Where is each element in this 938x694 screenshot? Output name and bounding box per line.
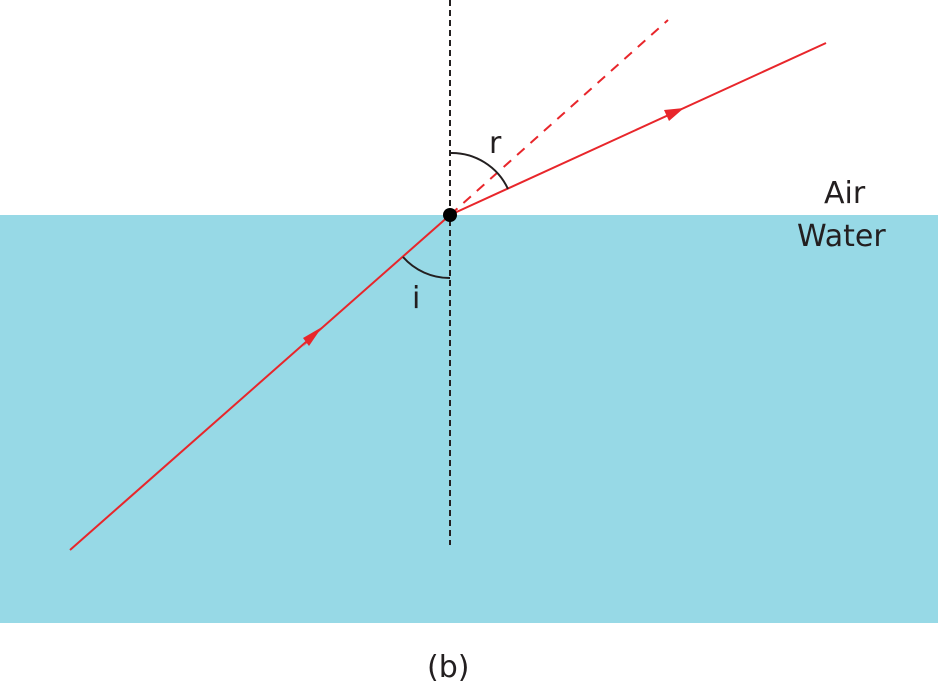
incidence-angle-label: i — [412, 281, 421, 316]
water-region — [0, 215, 938, 623]
point-of-incidence — [443, 208, 457, 222]
refracted-ray — [449, 42, 827, 216]
air-label: Air — [824, 176, 866, 211]
water-label: Water — [797, 219, 886, 254]
incident-arrowhead-icon — [303, 327, 322, 346]
refraction-angle-arc — [449, 151, 509, 190]
figure-caption: (b) — [427, 650, 470, 685]
refraction-angle-label: r — [489, 126, 502, 161]
incidence-angle-arc — [402, 256, 451, 280]
incident-ray-extension — [449, 19, 669, 216]
refracted-arrowhead-icon — [664, 108, 684, 121]
incident-ray — [69, 214, 451, 551]
